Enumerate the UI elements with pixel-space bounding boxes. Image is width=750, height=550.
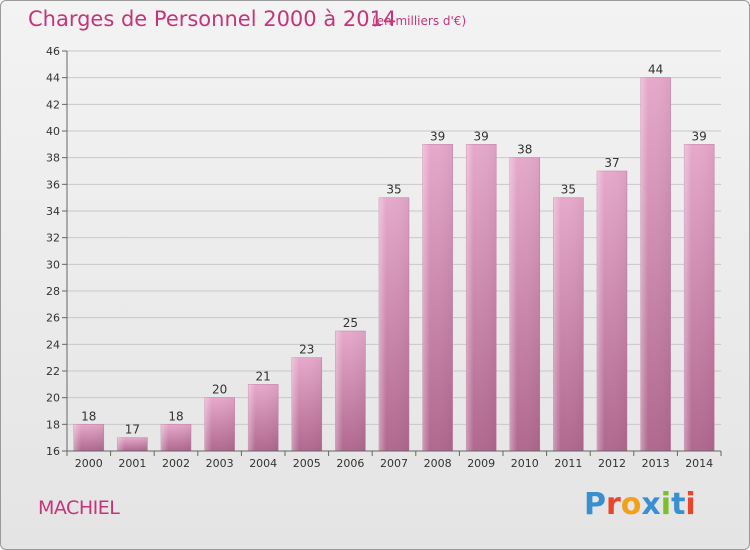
- logo-letter: o: [620, 487, 642, 522]
- y-tick-label: 40: [46, 125, 60, 138]
- x-tick-label: 2002: [162, 457, 190, 470]
- logo-letter: x: [641, 487, 661, 522]
- x-tick-label: 2001: [118, 457, 146, 470]
- logo-letter: t: [671, 487, 686, 522]
- x-tick-label: 2006: [336, 457, 364, 470]
- bar-highlight: [291, 357, 322, 451]
- bar-highlight: [640, 77, 671, 452]
- x-tick-label: 2003: [206, 457, 234, 470]
- chart-subtitle: (en milliers d'€): [372, 14, 467, 28]
- x-tick-label: 2007: [380, 457, 408, 470]
- bar-highlight: [248, 384, 279, 451]
- logo-letter: i: [685, 487, 696, 522]
- bar-highlight: [466, 144, 497, 452]
- data-label: 25: [343, 316, 358, 330]
- x-tick-label: 2010: [511, 457, 539, 470]
- y-tick-label: 34: [46, 205, 60, 218]
- y-tick-label: 28: [46, 285, 60, 298]
- data-label: 18: [168, 409, 183, 423]
- y-tick-label: 32: [46, 232, 60, 245]
- x-tick-label: 2008: [424, 457, 452, 470]
- y-tick-label: 16: [46, 445, 60, 458]
- x-tick-label: 2011: [554, 457, 582, 470]
- bar-highlight: [509, 157, 540, 451]
- data-label: 35: [386, 183, 401, 197]
- y-tick-label: 36: [46, 178, 60, 191]
- data-label: 23: [299, 343, 314, 357]
- y-tick-label: 44: [46, 72, 60, 85]
- commune-name: MACHIEL: [38, 497, 120, 519]
- y-tick-label: 46: [46, 45, 60, 58]
- data-label: 38: [517, 143, 532, 157]
- bar-highlight: [117, 437, 148, 451]
- x-tick-label: 2013: [642, 457, 670, 470]
- data-label: 17: [125, 423, 140, 437]
- bar-highlight: [73, 424, 104, 451]
- data-label: 39: [474, 129, 489, 143]
- y-tick-label: 18: [46, 418, 60, 431]
- bar-highlight: [204, 397, 235, 451]
- data-label: 35: [561, 183, 576, 197]
- chart-title: Charges de Personnel 2000 à 2014: [28, 7, 397, 31]
- bar-highlight: [553, 197, 584, 451]
- logo-letter: i: [660, 487, 672, 522]
- y-tick-label: 26: [46, 312, 60, 325]
- proxiti-logo[interactable]: Proxiti: [584, 487, 696, 522]
- bar-highlight: [161, 424, 191, 451]
- x-tick-label: 2004: [249, 457, 277, 470]
- data-label: 18: [81, 409, 96, 423]
- data-label: 21: [256, 369, 271, 383]
- y-tick-label: 20: [46, 392, 60, 405]
- x-tick-label: 2014: [685, 457, 713, 470]
- data-label: 39: [430, 129, 445, 143]
- y-tick-label: 42: [46, 98, 60, 111]
- y-tick-label: 22: [46, 365, 60, 378]
- x-tick-label: 2012: [598, 457, 626, 470]
- bar-highlight: [379, 197, 409, 451]
- y-tick-label: 30: [46, 258, 60, 271]
- x-tick-label: 2005: [293, 457, 321, 470]
- bar-highlight: [597, 171, 627, 451]
- data-label: 20: [212, 383, 227, 397]
- data-label: 37: [604, 156, 619, 170]
- data-label: 44: [648, 63, 663, 77]
- bar-highlight: [422, 144, 453, 452]
- bar-highlight: [684, 144, 715, 452]
- x-tick-label: 2000: [75, 457, 103, 470]
- y-tick-label: 38: [46, 152, 60, 165]
- logo-letter: P: [584, 487, 606, 522]
- x-tick-label: 2009: [467, 457, 495, 470]
- logo-letter: r: [606, 487, 621, 522]
- bar-highlight: [335, 331, 366, 451]
- data-label: 39: [692, 129, 707, 143]
- y-tick-label: 24: [46, 338, 60, 351]
